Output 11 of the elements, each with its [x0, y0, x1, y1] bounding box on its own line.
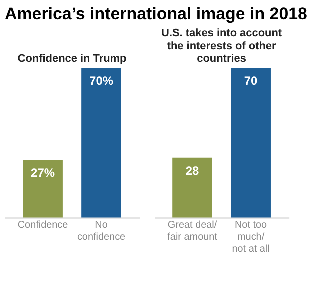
- chart-title: America’s international image in 2018: [4, 4, 308, 24]
- data-label: 70: [244, 74, 258, 88]
- x-tick-label: Confidence: [18, 220, 69, 232]
- data-label: 27%: [31, 166, 56, 180]
- x-tick-label: Not too much/ not at all: [232, 220, 270, 256]
- data-label: 28: [186, 164, 200, 178]
- x-tick-label: Great deal/ fair amount: [168, 220, 218, 244]
- chart-subtitle: Confidence in Trump: [18, 53, 128, 66]
- x-tick-label: No confidence: [77, 220, 126, 244]
- data-label: 70%: [90, 74, 114, 88]
- chart-subtitle: U.S. takes into account the interests of other countries: [162, 27, 282, 66]
